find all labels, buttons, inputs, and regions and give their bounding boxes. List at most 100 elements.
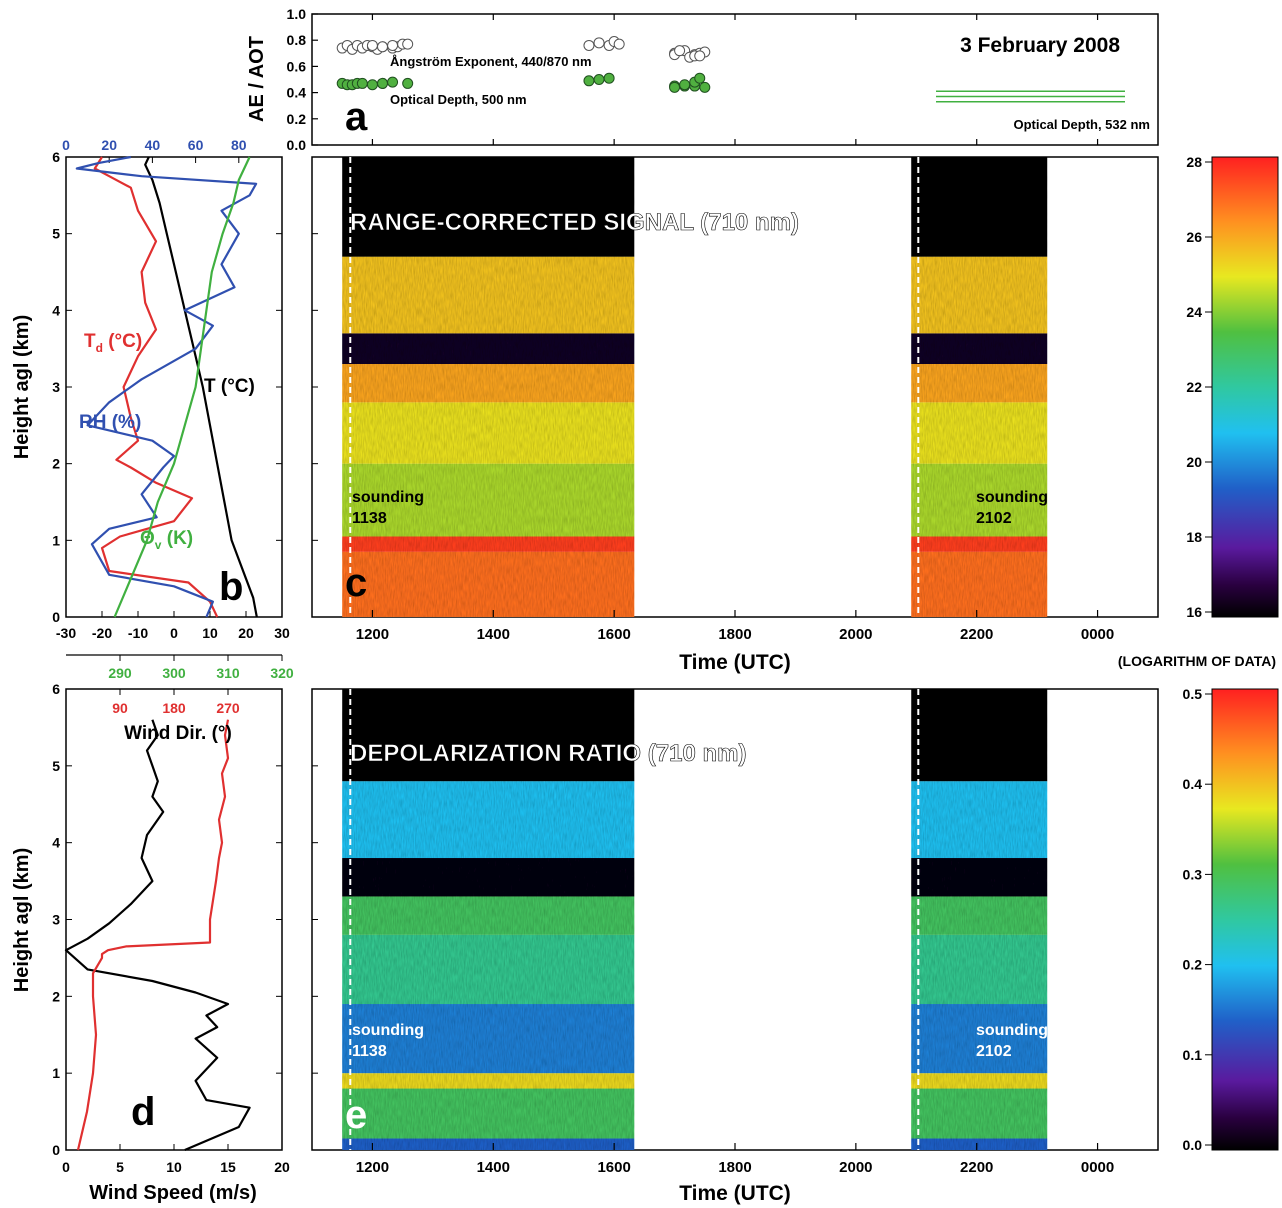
panel-e-heatmap <box>342 689 1048 1150</box>
panel-c-title: RANGE-CORRECTED SIGNAL (710 nm) <box>350 209 799 236</box>
heatmap-layer <box>342 551 635 617</box>
panel-a-ylabel: AE / AOT <box>246 36 268 122</box>
colorbar-c: 16 18 20 22 24 26 28 (LOGARITHM OF DATA) <box>1118 154 1279 669</box>
a-ytick-label: 0.2 <box>287 111 307 127</box>
heatmap-layer <box>342 934 635 1005</box>
date-label: 3 February 2008 <box>960 34 1120 57</box>
b-xtick-label: 10 <box>202 625 218 641</box>
a-ytick-label: 0.8 <box>287 32 307 48</box>
b-series-line <box>75 155 258 618</box>
heatmap-layer <box>342 1138 635 1150</box>
colorbar-tick-label: 0.2 <box>1183 957 1203 973</box>
heatmap-layer <box>342 896 635 935</box>
panel-e: 1200 1400 1600 1800 2000 2200 0000 DEPOLARIZAT… <box>311 688 1159 1205</box>
heatmap-layer <box>342 157 635 180</box>
sounding-time: 2102 <box>976 510 1012 527</box>
heatmap-layer <box>911 551 1048 617</box>
panel-d-lines <box>64 719 251 1152</box>
panel-a-y-ticks: 0.0 0.2 0.4 0.6 0.8 1.0 <box>287 6 1099 153</box>
xtick-label: 2200 <box>960 1159 993 1176</box>
heatmap-layer <box>911 781 1048 859</box>
b-xtick-label: 0 <box>170 625 178 641</box>
b-toptick-label: 20 <box>101 137 117 153</box>
ae-point <box>613 38 625 50</box>
heatmap-layer <box>342 180 635 257</box>
heatmap-layer <box>911 858 1048 897</box>
d-toptick-label: 270 <box>216 700 240 716</box>
colorbar-tick-label: 28 <box>1186 154 1202 170</box>
colorbar-c-axis <box>1158 157 1212 617</box>
heatmap-layer <box>911 689 1048 782</box>
sounding-time: 2102 <box>976 1043 1012 1060</box>
panel-d-frame <box>65 688 283 1151</box>
ae-point <box>387 39 399 51</box>
colorbar-tick-label: 26 <box>1186 229 1202 245</box>
heatmap-layer <box>342 333 635 364</box>
ae-point <box>694 50 706 62</box>
colorbar-e: 0.0 0.1 0.2 0.3 0.4 0.5 <box>1183 686 1279 1153</box>
colorbar-tick-label: 22 <box>1186 379 1202 395</box>
od500-point <box>366 79 378 91</box>
ae-point <box>583 39 595 51</box>
panel-d-xlabel: Wind Speed (m/s) <box>89 1182 257 1204</box>
colorbar-e-ticks: 0.0 0.1 0.2 0.3 0.4 0.5 <box>1183 686 1212 1153</box>
d-toptick-label: 90 <box>112 700 128 716</box>
heatmap-layer <box>911 402 1048 464</box>
colorbar-c-label: (LOGARITHM OF DATA) <box>1118 653 1276 669</box>
d-xtick-label: 15 <box>220 1159 236 1175</box>
b-ytick-label: 1 <box>52 532 60 548</box>
heatmap-layer <box>342 364 635 403</box>
d-wind-speed-line <box>64 719 251 1152</box>
heatmap-layer <box>911 934 1048 1005</box>
heatmap-layer <box>911 364 1048 403</box>
heatmap-layer <box>911 333 1048 364</box>
panel-e-axes: 1200 1400 1600 1800 2000 2200 0000 <box>312 765 1114 1176</box>
heatmap-layer <box>911 180 1048 257</box>
od500-point <box>402 77 414 89</box>
a-ytick-label: 0.0 <box>287 137 307 153</box>
b-lowertick-label: 300 <box>162 665 186 681</box>
heatmap-layer <box>911 1004 1048 1074</box>
d-ytick-label: 5 <box>52 758 60 774</box>
d-xtick-label: 10 <box>166 1159 182 1175</box>
b-series-line <box>144 156 258 618</box>
d-ytick-label: 4 <box>52 835 60 851</box>
heatmap-layer <box>342 1073 635 1089</box>
panel-d-axes: 0 1 2 3 4 5 6 0 5 10 15 20 90 180 270 <box>52 681 290 1175</box>
d-ytick-label: 6 <box>52 681 60 697</box>
b-ytick-label: 6 <box>52 149 60 165</box>
b-ytick-label: 5 <box>52 226 60 242</box>
b-xtick-label: -20 <box>92 625 112 641</box>
b-toptick-label: 80 <box>231 137 247 153</box>
d-ytick-label: 2 <box>52 988 60 1004</box>
b-xtick-label: -10 <box>128 625 148 641</box>
series-label-t: T (°C) <box>204 376 255 397</box>
colorbar-tick-label: 16 <box>1186 604 1202 620</box>
colorbar-tick-label: 0.1 <box>1183 1047 1203 1063</box>
b-lowertick-label: 320 <box>270 665 294 681</box>
a-ytick-label: 0.6 <box>287 58 307 74</box>
b-ytick-label: 0 <box>52 609 60 625</box>
xtick-label: 1600 <box>597 626 630 643</box>
d-toptick-label: 180 <box>162 700 186 716</box>
heatmap-layer <box>342 781 635 859</box>
sounding-label: sounding <box>976 489 1048 506</box>
b-toptick-label: 60 <box>188 137 204 153</box>
heatmap-layer <box>911 157 1048 180</box>
heatmap-layer <box>342 463 635 537</box>
b-lowertick-label: 290 <box>108 665 132 681</box>
panel-c-axes: 1200 1400 1600 1800 2000 2200 0000 <box>312 233 1114 643</box>
ae-point <box>674 45 686 57</box>
heatmap-layer <box>342 689 635 782</box>
panel-d-ylabel: Height agl (km) <box>11 848 33 992</box>
xtick-label: 0000 <box>1081 626 1114 643</box>
xtick-label: 1800 <box>718 1159 751 1176</box>
xtick-label: 2000 <box>839 626 872 643</box>
panel-d-top-axis-label: Wind Dir. (°) <box>124 723 232 744</box>
colorbar-tick-label: 24 <box>1186 304 1202 320</box>
od500-point <box>593 74 605 85</box>
series-label-od532: Optical Depth, 532 nm <box>1013 117 1150 132</box>
